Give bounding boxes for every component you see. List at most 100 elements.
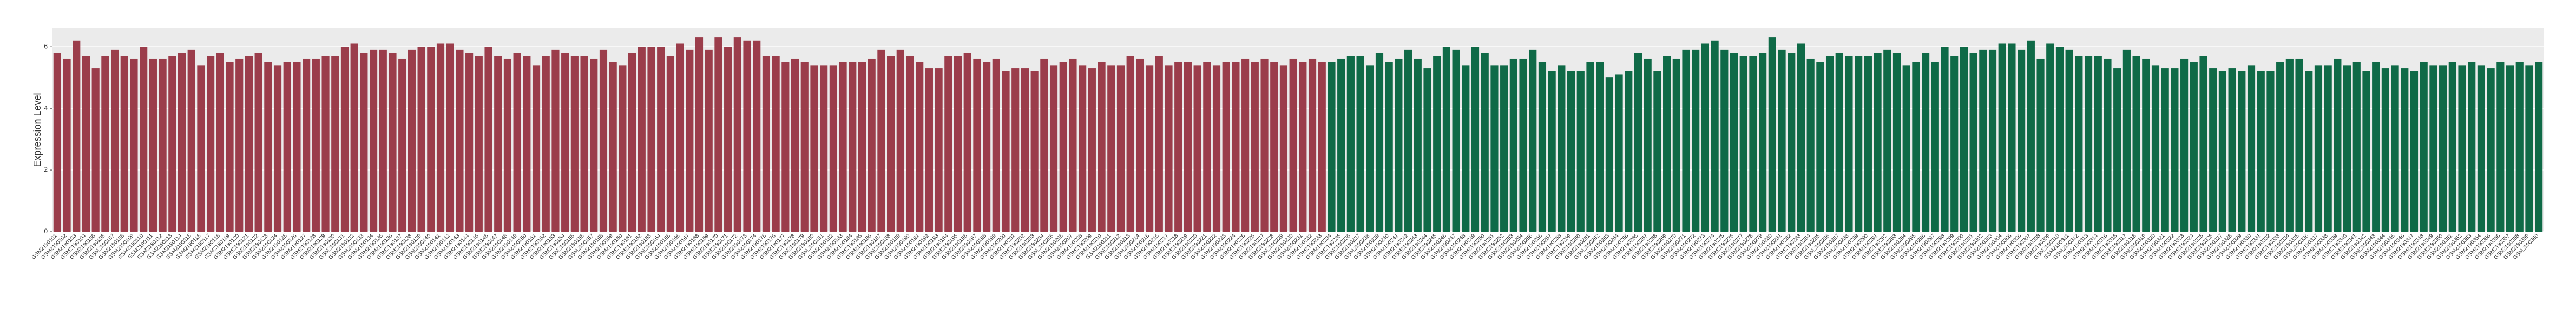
bar — [207, 56, 215, 232]
bar — [1002, 71, 1010, 232]
bar — [2266, 71, 2275, 232]
bar — [1988, 49, 1997, 232]
bar — [273, 65, 282, 232]
bar — [1558, 65, 1566, 232]
bar — [599, 49, 608, 232]
bar — [714, 37, 722, 232]
bar — [2209, 68, 2217, 232]
bar — [686, 49, 694, 232]
y-tick-label: 4 — [44, 104, 48, 112]
bar — [791, 58, 799, 232]
bar — [178, 53, 186, 232]
bar — [906, 56, 914, 232]
bar — [992, 58, 1000, 232]
bar — [2458, 65, 2466, 232]
bar — [465, 53, 474, 232]
bar — [2122, 49, 2131, 232]
bar — [2372, 62, 2380, 232]
bar — [1346, 56, 1355, 232]
bar — [2018, 49, 2026, 232]
bar — [1979, 49, 1987, 232]
bar — [2410, 71, 2419, 232]
bar — [1950, 56, 1959, 232]
bar — [1030, 71, 1039, 232]
bar — [283, 62, 291, 232]
bar — [82, 56, 90, 232]
bar — [1174, 62, 1182, 232]
bar — [551, 49, 560, 232]
bar — [140, 47, 148, 232]
bar — [130, 58, 138, 232]
bar — [1701, 43, 1709, 232]
bar — [1193, 65, 1201, 232]
bar — [542, 56, 550, 232]
bar — [868, 58, 876, 232]
bar — [2075, 56, 2083, 232]
bar — [2285, 58, 2294, 232]
bar — [647, 47, 655, 232]
bar — [216, 53, 224, 232]
bar — [753, 40, 761, 232]
bar — [1500, 65, 1508, 232]
bar — [1462, 65, 1470, 232]
y-tick-label: 2 — [44, 166, 48, 173]
bar — [475, 56, 483, 232]
bar — [1021, 68, 1029, 232]
bar — [2506, 65, 2514, 232]
bar — [1759, 53, 1767, 232]
bar — [2161, 68, 2169, 232]
bar — [1375, 53, 1384, 232]
bar — [628, 53, 636, 232]
bar — [2190, 62, 2198, 232]
bar — [197, 65, 205, 232]
bar — [1941, 47, 1949, 232]
bar — [1605, 77, 1613, 232]
bar — [935, 68, 943, 232]
bar — [619, 65, 627, 232]
bar — [2036, 58, 2045, 232]
bar — [1778, 49, 1786, 232]
bar — [2305, 71, 2313, 232]
bar — [1107, 65, 1115, 232]
bar — [1481, 53, 1489, 232]
bar — [1768, 37, 1776, 232]
bar — [849, 62, 857, 232]
bar — [561, 53, 569, 232]
bar — [1653, 71, 1661, 232]
bar — [2065, 49, 2073, 232]
bar — [638, 47, 646, 232]
bar — [312, 58, 320, 232]
bar — [1337, 58, 1345, 232]
bar — [2104, 58, 2112, 232]
bar — [1308, 58, 1317, 232]
bar — [2142, 58, 2150, 232]
bar — [1040, 58, 1048, 232]
bar — [1969, 53, 1977, 232]
bar — [896, 49, 904, 232]
bar — [398, 58, 406, 232]
bar — [2247, 65, 2256, 232]
bar — [2094, 56, 2102, 232]
bar — [1845, 56, 1853, 232]
bar — [983, 62, 991, 232]
bar — [1203, 62, 1211, 232]
bar — [1490, 65, 1499, 232]
bar — [1883, 49, 1891, 232]
bar — [1116, 65, 1125, 232]
bar — [245, 56, 253, 232]
bar — [1922, 53, 1930, 232]
bar — [2218, 71, 2227, 232]
bar — [149, 58, 157, 232]
bar — [1509, 58, 1517, 232]
bar — [484, 47, 492, 232]
bar — [1576, 71, 1585, 232]
bar — [2439, 65, 2447, 232]
bar — [1874, 53, 1882, 232]
bar — [1825, 56, 1834, 232]
bar — [695, 37, 704, 232]
bar — [1615, 74, 1623, 232]
bar — [532, 65, 541, 232]
bar — [2468, 62, 2476, 232]
bar — [2448, 62, 2456, 232]
bar — [1567, 71, 1575, 232]
